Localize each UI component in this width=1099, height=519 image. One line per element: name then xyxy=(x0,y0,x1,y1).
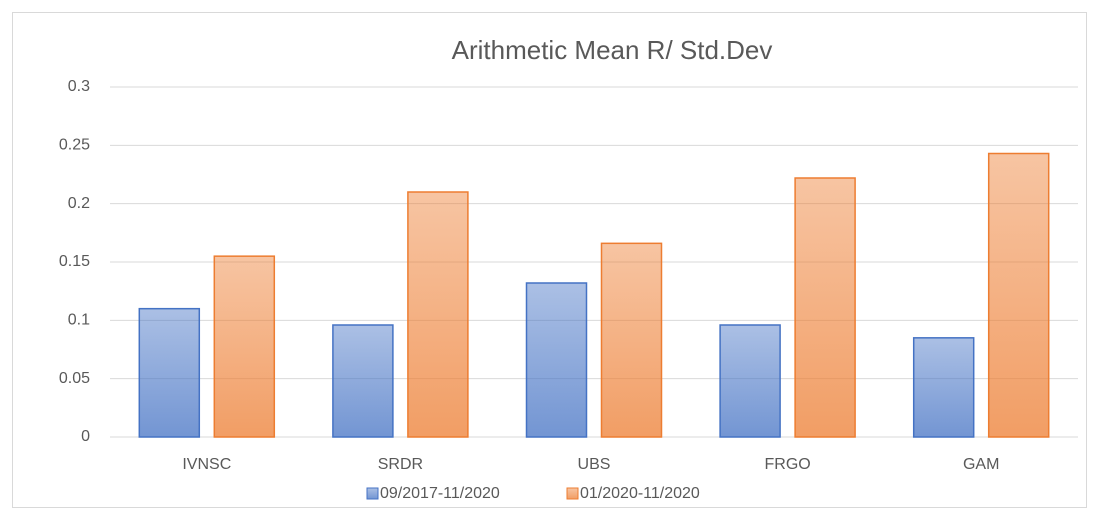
bar xyxy=(912,337,975,438)
x-tick-label: FRGO xyxy=(764,456,810,473)
bar xyxy=(332,324,394,438)
x-tick-label: UBS xyxy=(578,456,611,473)
y-tick-label: 0.05 xyxy=(59,370,90,387)
bar xyxy=(794,177,856,438)
bar xyxy=(600,242,663,438)
y-tick-label: 0.25 xyxy=(59,137,90,154)
legend-label: 01/2020-11/2020 xyxy=(580,485,700,502)
x-tick-label: IVNSC xyxy=(182,456,231,473)
bar xyxy=(719,324,781,438)
x-tick-label: GAM xyxy=(963,456,999,473)
bar xyxy=(407,191,469,438)
bar xyxy=(213,255,276,438)
legend-label: 09/2017-11/2020 xyxy=(380,485,500,502)
y-tick-label: 0.1 xyxy=(68,312,90,329)
bar xyxy=(987,152,1050,438)
legend-swatch xyxy=(566,487,579,500)
legend-swatch xyxy=(366,487,379,500)
y-tick-label: 0.2 xyxy=(68,195,90,212)
y-tick-label: 0.3 xyxy=(68,78,90,95)
bar xyxy=(525,282,588,438)
y-tick-label: 0 xyxy=(81,428,90,445)
y-tick-label: 0.15 xyxy=(59,253,90,270)
chart-title: Arithmetic Mean R/ Std.Dev xyxy=(452,35,773,65)
x-tick-label: SRDR xyxy=(378,456,423,473)
bar xyxy=(138,307,201,438)
